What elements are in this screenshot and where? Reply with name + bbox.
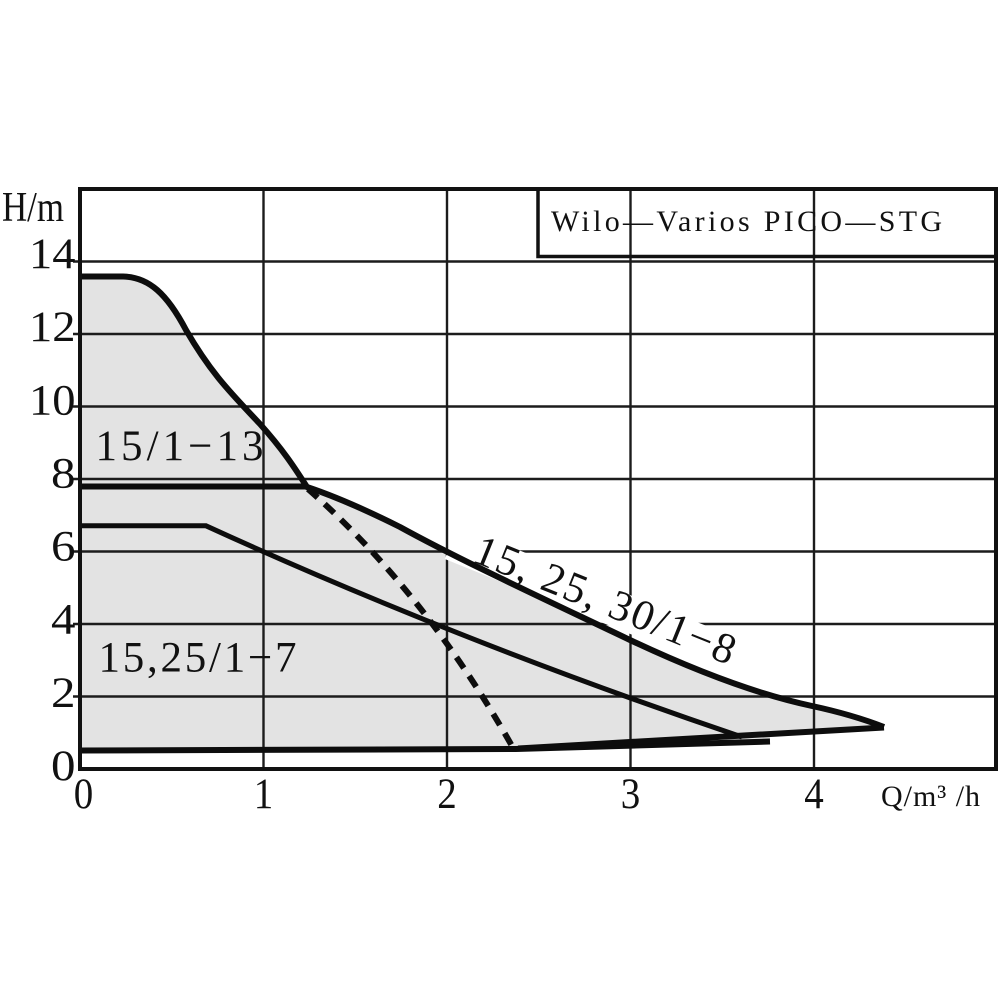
svg-text:H/m: H/m — [2, 185, 64, 231]
svg-text:15,25/1−7: 15,25/1−7 — [99, 635, 297, 682]
svg-text:0: 0 — [51, 743, 76, 790]
svg-text:8: 8 — [51, 450, 76, 497]
svg-text:2: 2 — [437, 771, 457, 818]
svg-text:4: 4 — [51, 597, 76, 644]
svg-text:15/1−13: 15/1−13 — [96, 423, 264, 470]
svg-text:Wilo—Varios PICO—STG: Wilo—Varios PICO—STG — [551, 205, 942, 238]
svg-text:4: 4 — [804, 771, 824, 818]
svg-text:2: 2 — [51, 670, 76, 717]
svg-text:6: 6 — [51, 524, 76, 571]
svg-text:0: 0 — [74, 771, 94, 818]
svg-text:1: 1 — [254, 771, 274, 818]
svg-text:Q/m³ /h: Q/m³ /h — [881, 780, 980, 813]
svg-text:10: 10 — [29, 377, 76, 424]
svg-text:12: 12 — [29, 304, 76, 351]
svg-text:14: 14 — [29, 231, 76, 278]
svg-text:3: 3 — [621, 771, 641, 818]
